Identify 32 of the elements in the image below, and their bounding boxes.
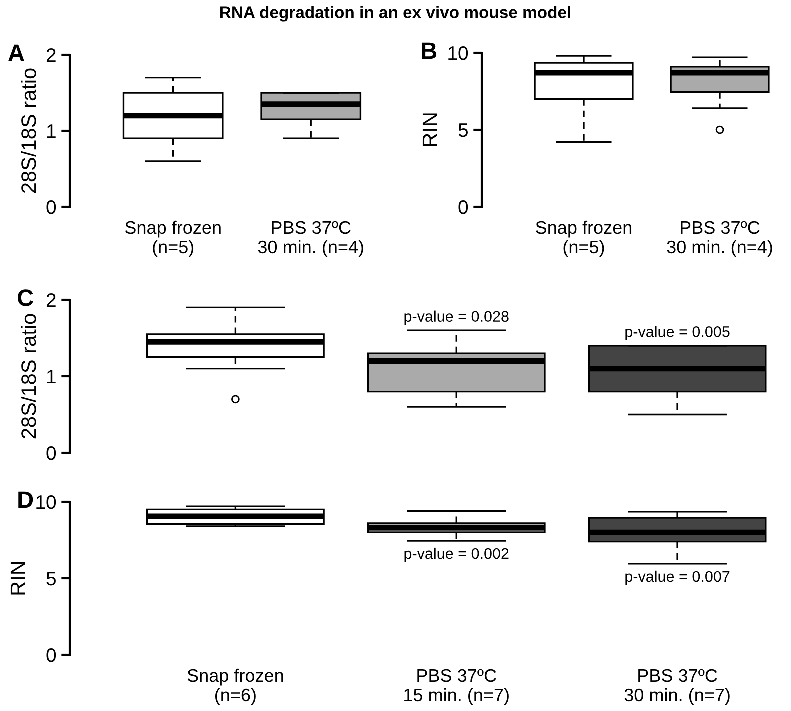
y-axis-title: RIN bbox=[422, 114, 438, 146]
y-tick-label: 0 bbox=[458, 200, 468, 214]
annotation: p-value = 0.028 bbox=[404, 310, 509, 326]
y-axis-title: 28S/18S ratio bbox=[21, 314, 36, 439]
y-axis-title: 28S/18S ratio bbox=[21, 68, 36, 194]
x-tick-label: PBS 37ºC 30 min. (n=4) bbox=[258, 221, 364, 258]
y-tick-label: 1 bbox=[47, 370, 56, 384]
y-tick-label: 5 bbox=[46, 572, 56, 586]
x-tick-label: Snap frozen (n=5) bbox=[125, 220, 221, 258]
x-tick-label: Snap frozen (n=5) bbox=[536, 220, 632, 258]
y-tick-label: 0 bbox=[46, 648, 56, 662]
x-tick-label: PBS 37ºC 15 min. (n=7) bbox=[404, 669, 509, 706]
x-tick-label: PBS 37ºC 30 min. (n=4) bbox=[667, 221, 772, 258]
y-tick-label: 0 bbox=[46, 446, 56, 460]
y-axis-title: RIN bbox=[10, 562, 26, 595]
x-tick-label: Snap frozen (n=6) bbox=[188, 668, 284, 706]
y-tick-label: 2 bbox=[46, 48, 56, 62]
annotation: p-value = 0.007 bbox=[626, 570, 730, 586]
text: B bbox=[422, 42, 437, 60]
x-tick-label: PBS 37ºC 30 min. (n=7) bbox=[624, 669, 730, 706]
text: D bbox=[18, 492, 34, 508]
y-tick-label: 10 bbox=[36, 495, 56, 510]
text: C bbox=[18, 290, 34, 306]
chart-title: RNA degradation in an ex vivo mouse model bbox=[220, 6, 570, 22]
y-tick-label: 0 bbox=[46, 200, 56, 214]
annotation: p-value = 0.002 bbox=[404, 548, 509, 562]
y-tick-label: 1 bbox=[47, 124, 56, 138]
y-tick-label: 5 bbox=[458, 124, 468, 138]
annotation: p-value = 0.005 bbox=[626, 326, 730, 340]
text: A bbox=[8, 44, 24, 62]
y-tick-label: 10 bbox=[448, 46, 468, 60]
y-tick-label: 2 bbox=[46, 293, 56, 308]
